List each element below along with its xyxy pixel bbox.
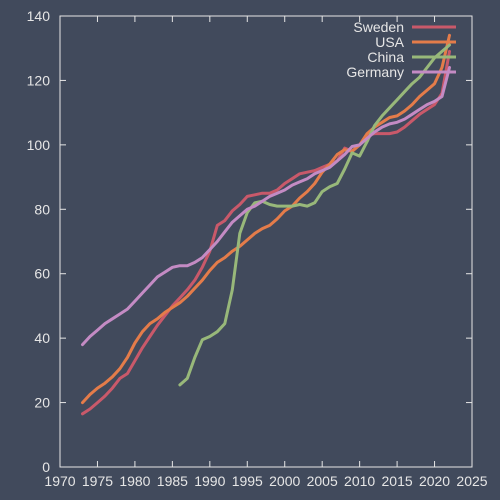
y-tick-label: 100 (27, 137, 51, 153)
y-tick-label: 60 (34, 266, 50, 282)
legend-label-china: China (367, 49, 404, 65)
series-line-china (178, 43, 451, 387)
y-tick-label: 0 (42, 459, 50, 475)
y-tick-label: 20 (34, 395, 50, 411)
series-line-usa (81, 33, 451, 405)
series-line-germany (81, 66, 451, 347)
x-tick-label: 2020 (419, 473, 450, 489)
x-tick-label: 2010 (344, 473, 375, 489)
series-line-sweden (81, 49, 451, 416)
y-tick-label: 40 (34, 330, 50, 346)
x-tick-label: 1975 (82, 473, 113, 489)
legend-label-sweden: Sweden (353, 19, 404, 35)
x-tick-label: 1990 (194, 473, 225, 489)
x-tick-label: 2000 (269, 473, 300, 489)
y-tick-labels: 0 20 40 60 80 100 120 140 (27, 8, 51, 475)
plot-border (59, 15, 473, 468)
x-tick-label: 1985 (157, 473, 188, 489)
x-tick-label: 2025 (456, 473, 487, 489)
x-tick-label: 1980 (119, 473, 150, 489)
x-tick-label: 1995 (232, 473, 263, 489)
plot-frame (59, 15, 473, 468)
axis-ticks (59, 15, 473, 468)
y-tick-label: 80 (34, 201, 50, 217)
x-tick-labels: 1970 1975 1980 1985 1990 1995 2000 2005 2010 2015… (44, 473, 487, 489)
y-tick-label: 140 (27, 8, 51, 24)
x-tick-label: 2015 (382, 473, 413, 489)
series-lines (81, 33, 451, 416)
legend-label-germany: Germany (346, 64, 404, 80)
legend-label-usa: USA (375, 34, 404, 50)
x-tick-label: 1970 (44, 473, 75, 489)
x-tick-label: 2005 (307, 473, 338, 489)
y-tick-label: 120 (27, 72, 51, 88)
